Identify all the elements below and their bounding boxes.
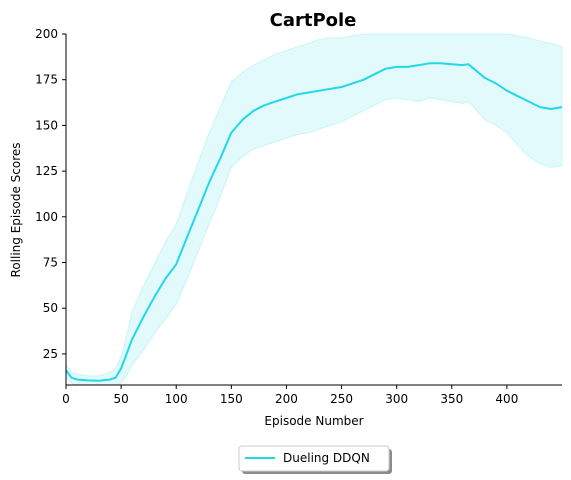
y-tick-label: 125: [35, 164, 58, 178]
y-tick-label: 150: [35, 118, 58, 132]
series-line-dueling-ddqn: [65, 62, 563, 382]
y-axis-ticks: 25 50 75 100 125 150 175 200: [35, 27, 66, 361]
x-axis-label: Episode Number: [264, 414, 363, 428]
y-tick-label: 200: [35, 27, 58, 41]
chart-title: CartPole: [270, 10, 357, 31]
y-axis-label: Rolling Episode Scores: [9, 143, 23, 278]
legend-label-dueling-ddqn: Dueling DDQN: [283, 451, 370, 465]
y-tick-label: 100: [35, 210, 58, 224]
legend: Dueling DDQN: [238, 445, 392, 474]
x-tick-label: 150: [220, 392, 243, 406]
x-tick-label: 400: [495, 392, 518, 406]
x-tick-label: 0: [62, 392, 70, 406]
x-tick-label: 300: [385, 392, 408, 406]
x-tick-label: 250: [330, 392, 353, 406]
y-tick-label: 50: [43, 301, 58, 315]
x-axis-ticks: 0 50 100 150 200 250 300 350 400: [62, 385, 518, 406]
y-tick-label: 175: [35, 73, 58, 87]
y-tick-label: 25: [43, 347, 58, 361]
legend-box: [238, 445, 390, 472]
x-tick-label: 200: [275, 392, 298, 406]
y-tick-label: 75: [43, 256, 58, 270]
x-tick-label: 50: [113, 392, 128, 406]
plot-area: [65, 33, 563, 386]
confidence-band-dueling-ddqn: [65, 33, 563, 386]
x-tick-label: 350: [440, 392, 463, 406]
x-tick-label: 100: [165, 392, 188, 406]
